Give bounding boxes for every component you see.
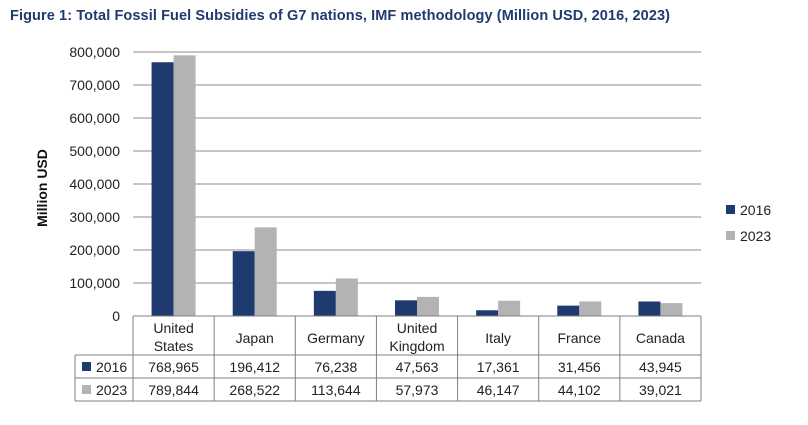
y-tick-label: 500,000 (69, 143, 120, 159)
bar-2023 (660, 303, 683, 316)
y-tick-label: 800,000 (69, 44, 120, 60)
bar-2023 (254, 227, 277, 316)
bar-2016 (557, 305, 580, 316)
y-tick-label: 0 (112, 308, 120, 324)
legend-label: 2016 (740, 202, 771, 218)
y-tick-label: 700,000 (69, 77, 120, 93)
table-legend-key (82, 362, 91, 371)
table-value: 768,965 (148, 359, 199, 375)
bar-2023 (417, 296, 439, 316)
y-tick-label: 200,000 (69, 242, 120, 258)
bar-2023 (579, 301, 602, 316)
bar-2016 (638, 301, 661, 316)
table-value: 44,102 (558, 382, 601, 398)
bar-2016 (395, 300, 417, 316)
category-label: Canada (636, 330, 685, 346)
y-tick-label: 600,000 (69, 110, 120, 126)
table-series-label: 2016 (96, 359, 127, 375)
table-value: 46,147 (477, 382, 520, 398)
bar-2023 (335, 278, 358, 316)
category-label: Japan (236, 330, 274, 346)
category-label: United (153, 320, 193, 336)
table-value: 43,945 (639, 359, 682, 375)
table-value: 39,021 (639, 382, 682, 398)
y-tick-label: 400,000 (69, 176, 120, 192)
table-value: 789,844 (148, 382, 199, 398)
bar-2016 (151, 62, 174, 317)
table-value: 47,563 (396, 359, 439, 375)
bar-2023 (498, 300, 521, 316)
category-label: States (154, 338, 194, 354)
category-label: United (397, 320, 437, 336)
y-axis-title: Million USD (34, 149, 50, 227)
table-value: 113,644 (311, 382, 361, 398)
legend-swatch (726, 205, 735, 214)
category-label: Kingdom (389, 338, 444, 354)
table-legend-key (82, 385, 91, 394)
bar-2016 (232, 251, 255, 316)
bar-2016 (476, 310, 499, 316)
chart-title: Figure 1: Total Fossil Fuel Subsidies of… (10, 8, 671, 24)
category-label: Germany (307, 330, 365, 346)
table-value: 17,361 (477, 359, 520, 375)
y-tick-label: 100,000 (69, 275, 120, 291)
y-tick-label: 300,000 (69, 209, 120, 225)
legend-label: 2023 (740, 228, 771, 244)
bar-2016 (313, 290, 336, 316)
table-series-label: 2023 (96, 382, 127, 398)
table-value: 31,456 (558, 359, 601, 375)
table-value: 196,412 (229, 359, 280, 375)
bar-2023 (173, 55, 196, 317)
category-label: Italy (485, 330, 511, 346)
category-label: France (557, 330, 601, 346)
table-value: 268,522 (229, 382, 280, 398)
table-value: 76,238 (314, 359, 357, 375)
legend-swatch (726, 231, 735, 240)
table-value: 57,973 (396, 382, 439, 398)
